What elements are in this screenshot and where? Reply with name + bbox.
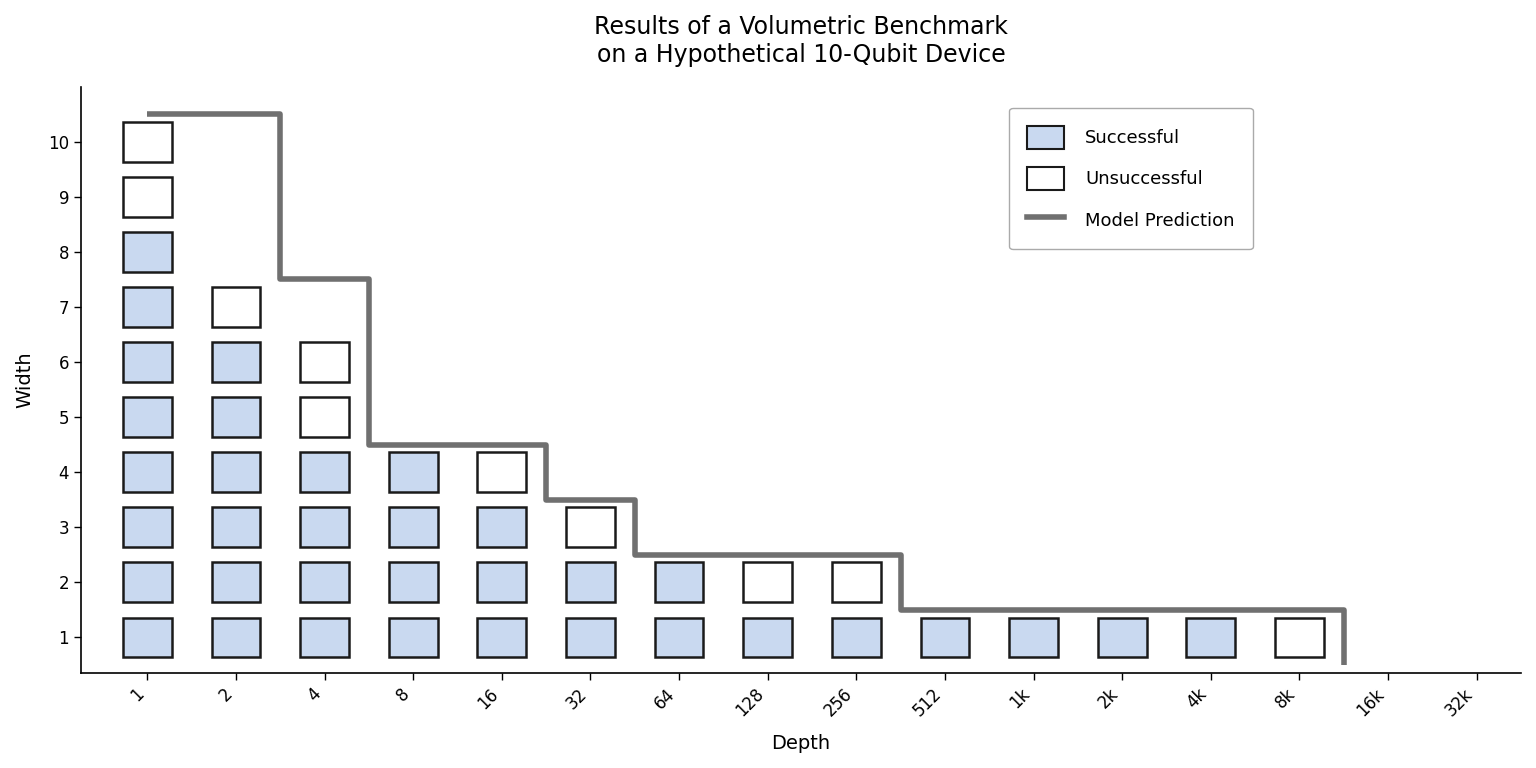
FancyBboxPatch shape (300, 343, 349, 382)
FancyBboxPatch shape (1186, 617, 1235, 657)
FancyBboxPatch shape (478, 508, 527, 547)
FancyBboxPatch shape (478, 452, 527, 492)
FancyBboxPatch shape (212, 508, 260, 547)
FancyBboxPatch shape (300, 508, 349, 547)
FancyBboxPatch shape (300, 617, 349, 657)
FancyBboxPatch shape (389, 452, 438, 492)
FancyBboxPatch shape (123, 287, 172, 327)
FancyBboxPatch shape (212, 397, 260, 437)
X-axis label: Depth: Depth (771, 734, 831, 753)
FancyBboxPatch shape (389, 508, 438, 547)
FancyBboxPatch shape (300, 397, 349, 437)
FancyBboxPatch shape (567, 617, 614, 657)
FancyBboxPatch shape (567, 508, 614, 547)
FancyBboxPatch shape (1275, 617, 1324, 657)
FancyBboxPatch shape (743, 617, 793, 657)
FancyBboxPatch shape (123, 452, 172, 492)
FancyBboxPatch shape (212, 617, 260, 657)
FancyBboxPatch shape (123, 232, 172, 272)
FancyBboxPatch shape (212, 562, 260, 602)
FancyBboxPatch shape (920, 617, 969, 657)
FancyBboxPatch shape (1009, 617, 1058, 657)
Y-axis label: Width: Width (15, 352, 34, 409)
FancyBboxPatch shape (123, 508, 172, 547)
FancyBboxPatch shape (833, 617, 880, 657)
FancyBboxPatch shape (123, 617, 172, 657)
FancyBboxPatch shape (123, 122, 172, 162)
Title: Results of a Volumetric Benchmark
on a Hypothetical 10-Qubit Device: Results of a Volumetric Benchmark on a H… (594, 15, 1008, 67)
FancyBboxPatch shape (300, 562, 349, 602)
FancyBboxPatch shape (389, 562, 438, 602)
FancyBboxPatch shape (123, 397, 172, 437)
FancyBboxPatch shape (212, 343, 260, 382)
FancyBboxPatch shape (743, 562, 793, 602)
Legend: Successful, Unsuccessful, Model Prediction: Successful, Unsuccessful, Model Predicti… (1009, 108, 1253, 250)
FancyBboxPatch shape (123, 343, 172, 382)
FancyBboxPatch shape (654, 617, 703, 657)
FancyBboxPatch shape (1098, 617, 1146, 657)
FancyBboxPatch shape (654, 562, 703, 602)
FancyBboxPatch shape (389, 617, 438, 657)
FancyBboxPatch shape (300, 452, 349, 492)
FancyBboxPatch shape (123, 177, 172, 217)
FancyBboxPatch shape (833, 562, 880, 602)
FancyBboxPatch shape (123, 562, 172, 602)
FancyBboxPatch shape (478, 617, 527, 657)
FancyBboxPatch shape (212, 287, 260, 327)
FancyBboxPatch shape (212, 452, 260, 492)
FancyBboxPatch shape (478, 562, 527, 602)
FancyBboxPatch shape (567, 562, 614, 602)
